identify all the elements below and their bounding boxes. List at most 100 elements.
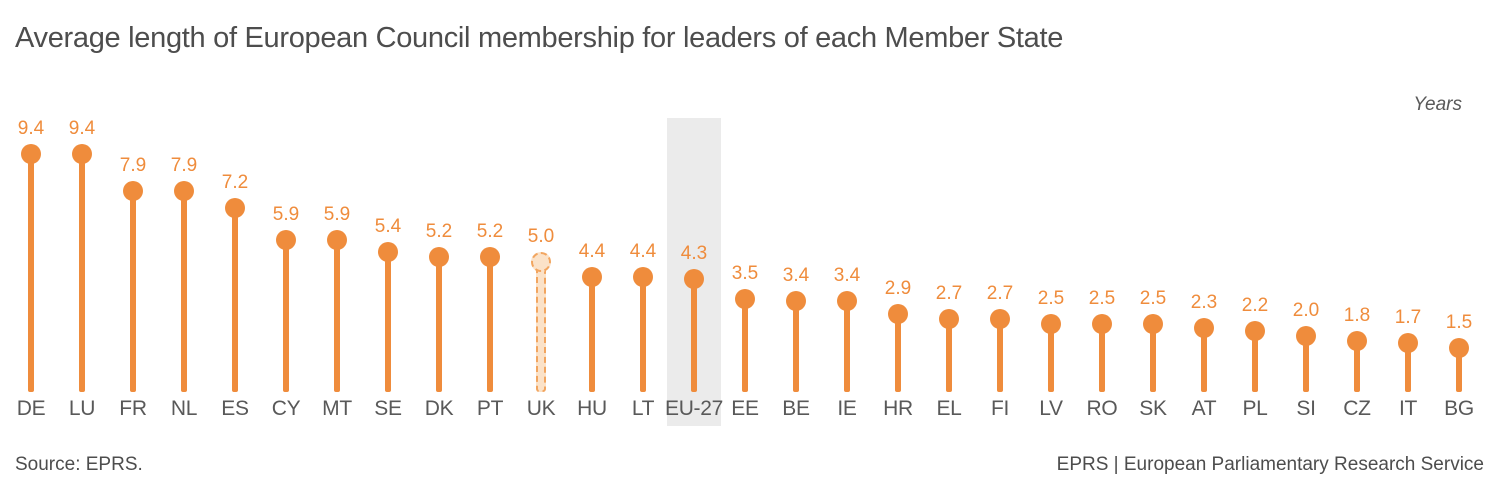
lollipop-stick — [1354, 341, 1360, 392]
value-label: 7.9 — [170, 155, 198, 176]
lollipop-dot — [1449, 338, 1469, 358]
source-note: Source: EPRS. — [15, 454, 143, 475]
value-label: 5.9 — [272, 204, 300, 225]
lollipop-dot — [327, 230, 347, 250]
category-label: LU — [68, 397, 96, 420]
category-label: ES — [221, 397, 249, 420]
lollipop-stick — [79, 154, 85, 392]
lollipop-dot — [633, 267, 653, 287]
category-label: EL — [936, 397, 962, 420]
lollipop-dot — [735, 289, 755, 309]
category-label: LV — [1039, 397, 1063, 420]
chart-title: Average length of European Council membe… — [15, 22, 1064, 54]
lollipop-dot — [174, 181, 194, 201]
lollipop-dot — [990, 309, 1010, 329]
value-label: 4.3 — [680, 243, 708, 264]
lollipop-stick — [487, 257, 493, 392]
value-label: 5.0 — [527, 226, 555, 247]
value-label: 2.5 — [1037, 288, 1065, 309]
lollipop-stick — [1405, 343, 1411, 392]
lollipop-stick — [181, 191, 187, 392]
lollipop-dot — [786, 291, 806, 311]
lollipop-dot — [225, 198, 245, 218]
value-label: 2.0 — [1292, 300, 1320, 321]
category-label: EU-27 — [664, 397, 724, 420]
lollipop-stick — [793, 301, 799, 392]
category-label: UK — [526, 397, 556, 420]
value-label: 9.4 — [68, 118, 96, 139]
value-label: 5.9 — [323, 204, 351, 225]
category-label: SE — [374, 397, 402, 420]
category-label: BE — [782, 397, 810, 420]
value-label: 1.7 — [1394, 307, 1422, 328]
lollipop-stick — [1252, 331, 1258, 392]
lollipop-dot — [582, 267, 602, 287]
value-label: 7.9 — [119, 155, 147, 176]
lollipop-stick — [1303, 336, 1309, 392]
value-label: 4.4 — [629, 241, 657, 262]
category-label: HR — [883, 397, 913, 420]
axis-unit-label: Years — [1413, 94, 1462, 115]
value-label: 9.4 — [17, 118, 45, 139]
lollipop-stick — [334, 240, 340, 392]
lollipop-stick — [844, 301, 850, 392]
lollipop-stick — [232, 208, 238, 392]
lollipop-stick — [1201, 328, 1207, 392]
value-label: 5.2 — [425, 221, 453, 242]
lollipop-dot — [123, 181, 143, 201]
value-label: 3.4 — [782, 265, 810, 286]
lollipop-stick — [436, 257, 442, 392]
category-label: AT — [1191, 397, 1217, 420]
category-label: CZ — [1343, 397, 1371, 420]
value-label: 3.4 — [833, 265, 861, 286]
value-label: 5.2 — [476, 221, 504, 242]
lollipop-dot — [1143, 314, 1163, 334]
lollipop-dot — [72, 144, 92, 164]
value-label: 3.5 — [731, 263, 759, 284]
lollipop-stick — [385, 252, 391, 392]
value-label: 4.4 — [578, 241, 606, 262]
value-label: 5.4 — [374, 216, 402, 237]
lollipop-stick — [946, 319, 952, 392]
lollipop-dot — [1041, 314, 1061, 334]
lollipop-dot — [837, 291, 857, 311]
lollipop-dot — [684, 269, 704, 289]
category-label: HU — [577, 397, 607, 420]
category-label: PL — [1242, 397, 1268, 420]
lollipop-dot — [21, 144, 41, 164]
lollipop-dot — [1092, 314, 1112, 334]
lollipop-stick — [997, 319, 1003, 392]
category-label: SI — [1296, 397, 1316, 420]
category-label: PT — [476, 397, 504, 420]
lollipop-stick — [1456, 348, 1462, 392]
lollipop-dot — [939, 309, 959, 329]
lollipop-dot — [480, 247, 500, 267]
category-label: NL — [170, 397, 198, 420]
lollipop-dot — [1194, 318, 1214, 338]
lollipop-stick — [1150, 324, 1156, 392]
category-label: SK — [1139, 397, 1167, 420]
lollipop-stick — [1048, 324, 1054, 392]
lollipop-stick — [589, 277, 595, 392]
lollipop-stick — [691, 279, 697, 392]
value-label: 2.3 — [1190, 292, 1218, 313]
category-label: DE — [16, 397, 46, 420]
value-label: 2.2 — [1241, 295, 1269, 316]
lollipop-stick — [130, 191, 136, 392]
value-label: 1.5 — [1445, 312, 1473, 333]
lollipop-dot — [378, 242, 398, 262]
lollipop-dot — [1398, 333, 1418, 353]
lollipop-stick — [536, 262, 546, 392]
value-label: 2.5 — [1088, 288, 1116, 309]
credit-note: EPRS | European Parliamentary Research S… — [1056, 454, 1484, 475]
category-label: FR — [119, 397, 147, 420]
lollipop-stick — [283, 240, 289, 392]
value-label: 1.8 — [1343, 305, 1371, 326]
category-label: BG — [1444, 397, 1474, 420]
category-label: IE — [837, 397, 857, 420]
category-label: EE — [731, 397, 759, 420]
lollipop-stick — [895, 314, 901, 392]
lollipop-dot — [1296, 326, 1316, 346]
